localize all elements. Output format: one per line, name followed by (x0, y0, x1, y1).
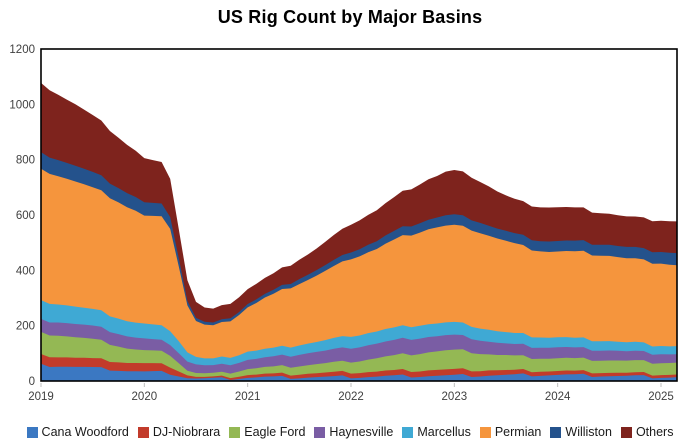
legend-item-others: Others (620, 425, 674, 439)
legend-label: Permian (494, 425, 542, 439)
legend-item-marcellus: Marcellus (402, 425, 471, 439)
area-cana-woodford (41, 363, 677, 381)
legend-swatch (229, 426, 241, 438)
x-axis-tick-labels: 2019 2020 2021 2022 2023 2024 2025 (28, 383, 674, 403)
x-tick-label: 2022 (338, 391, 364, 403)
legend-label: Haynesville (329, 425, 394, 439)
x-tick-label: 2025 (648, 391, 674, 403)
legend-item-cana-woodford: Cana Woodford (26, 425, 129, 439)
legend-label: Williston (565, 425, 612, 439)
x-tick-label: 2021 (235, 391, 261, 403)
x-tick-label: 2024 (545, 391, 571, 403)
y-tick-label: 1200 (9, 44, 35, 56)
y-tick-label: 200 (16, 321, 35, 333)
legend-swatch (314, 426, 326, 438)
y-tick-label: 0 (29, 376, 35, 388)
legend-swatch (550, 426, 562, 438)
legend-item-eagle-ford: Eagle Ford (229, 425, 305, 439)
chart-legend: Cana Woodford DJ-Niobrara Eagle Ford Haynes… (0, 425, 700, 439)
area-permian (41, 168, 677, 381)
legend-label: Marcellus (417, 425, 471, 439)
plot-frame (40, 48, 678, 382)
x-tick-label: 2020 (132, 391, 158, 403)
legend-label: Cana Woodford (41, 425, 129, 439)
legend-swatch (137, 426, 149, 438)
y-tick-label: 600 (16, 210, 35, 222)
legend-label: Eagle Ford (244, 425, 306, 439)
y-tick-label: 800 (16, 155, 35, 167)
area-series-group (41, 82, 677, 381)
area-eagle-ford (41, 331, 677, 381)
y-tick-label: 1000 (9, 99, 35, 111)
legend-item-dj-niobrara: DJ-Niobrara (137, 425, 221, 439)
legend-label: DJ-Niobrara (152, 425, 221, 439)
x-tick-label: 2019 (28, 391, 54, 403)
y-tick-label: 400 (16, 265, 35, 277)
legend-item-permian: Permian (479, 425, 542, 439)
y-axis-tick-labels: 0 200 400 600 800 1000 1200 (9, 44, 35, 388)
legend-label: Others (635, 425, 674, 439)
x-tick-label: 2023 (442, 391, 468, 403)
legend-swatch (402, 426, 414, 438)
legend-item-haynesville: Haynesville (314, 425, 393, 439)
legend-swatch (26, 426, 38, 438)
stacked-area-plot: 0 200 400 600 800 1000 1200 2019 2020 2021 2022 202… (9, 44, 678, 403)
legend-swatch (479, 426, 491, 438)
legend-swatch (620, 426, 632, 438)
chart-title: US Rig Count by Major Basins (217, 7, 483, 27)
legend-item-williston: Williston (550, 425, 612, 439)
